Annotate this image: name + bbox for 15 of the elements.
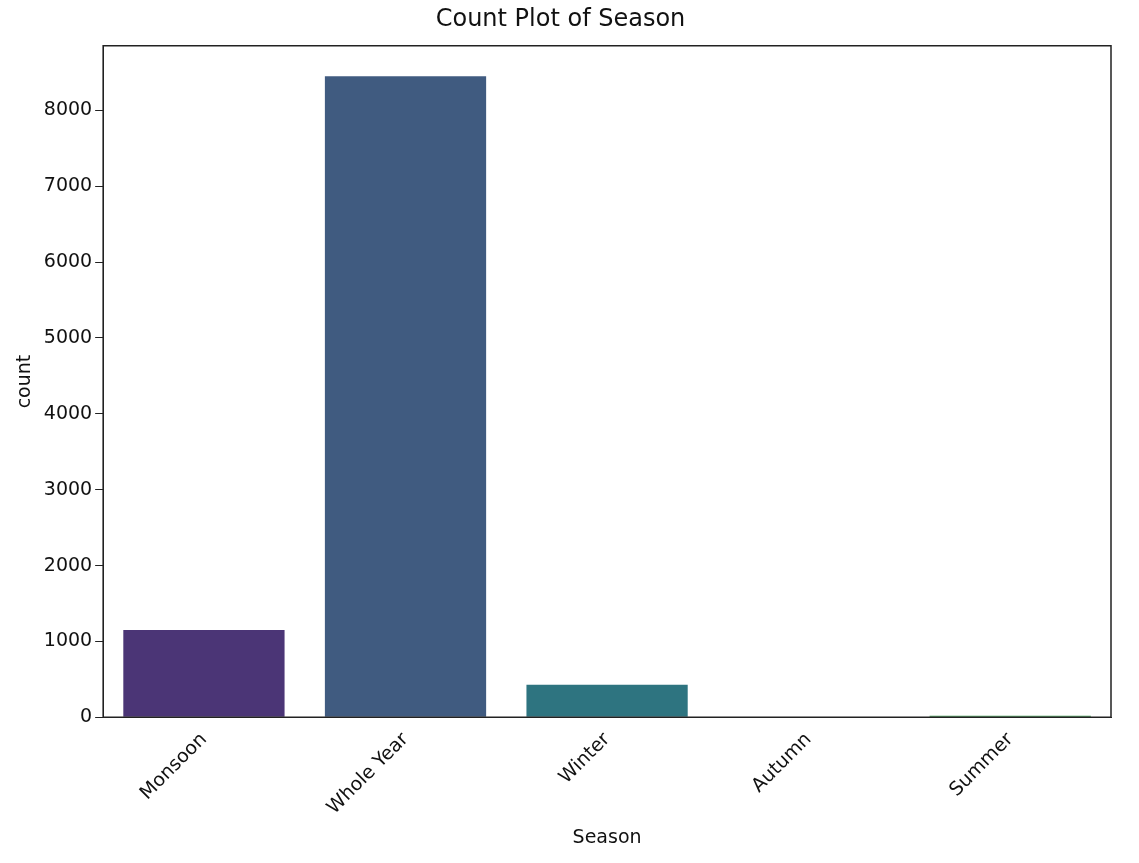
bar (526, 684, 688, 717)
y-tick-label: 1000 (43, 628, 93, 651)
y-tick-label: 6000 (43, 249, 93, 271)
y-tick-label: 5000 (43, 324, 93, 347)
y-tick-label: 2000 (43, 552, 93, 575)
y-tick-label: 8000 (43, 97, 93, 120)
x-axis-title: Season (572, 824, 642, 847)
bar (123, 630, 285, 717)
bar (324, 76, 487, 717)
y-axis-title: count (12, 354, 35, 409)
y-tick-label: 3000 (43, 476, 93, 499)
chart-title: Count Plot of Season (435, 3, 686, 32)
y-tick-label: 0 (80, 704, 93, 727)
y-tick-label: 7000 (43, 173, 93, 196)
y-tick-label: 4000 (43, 400, 93, 423)
